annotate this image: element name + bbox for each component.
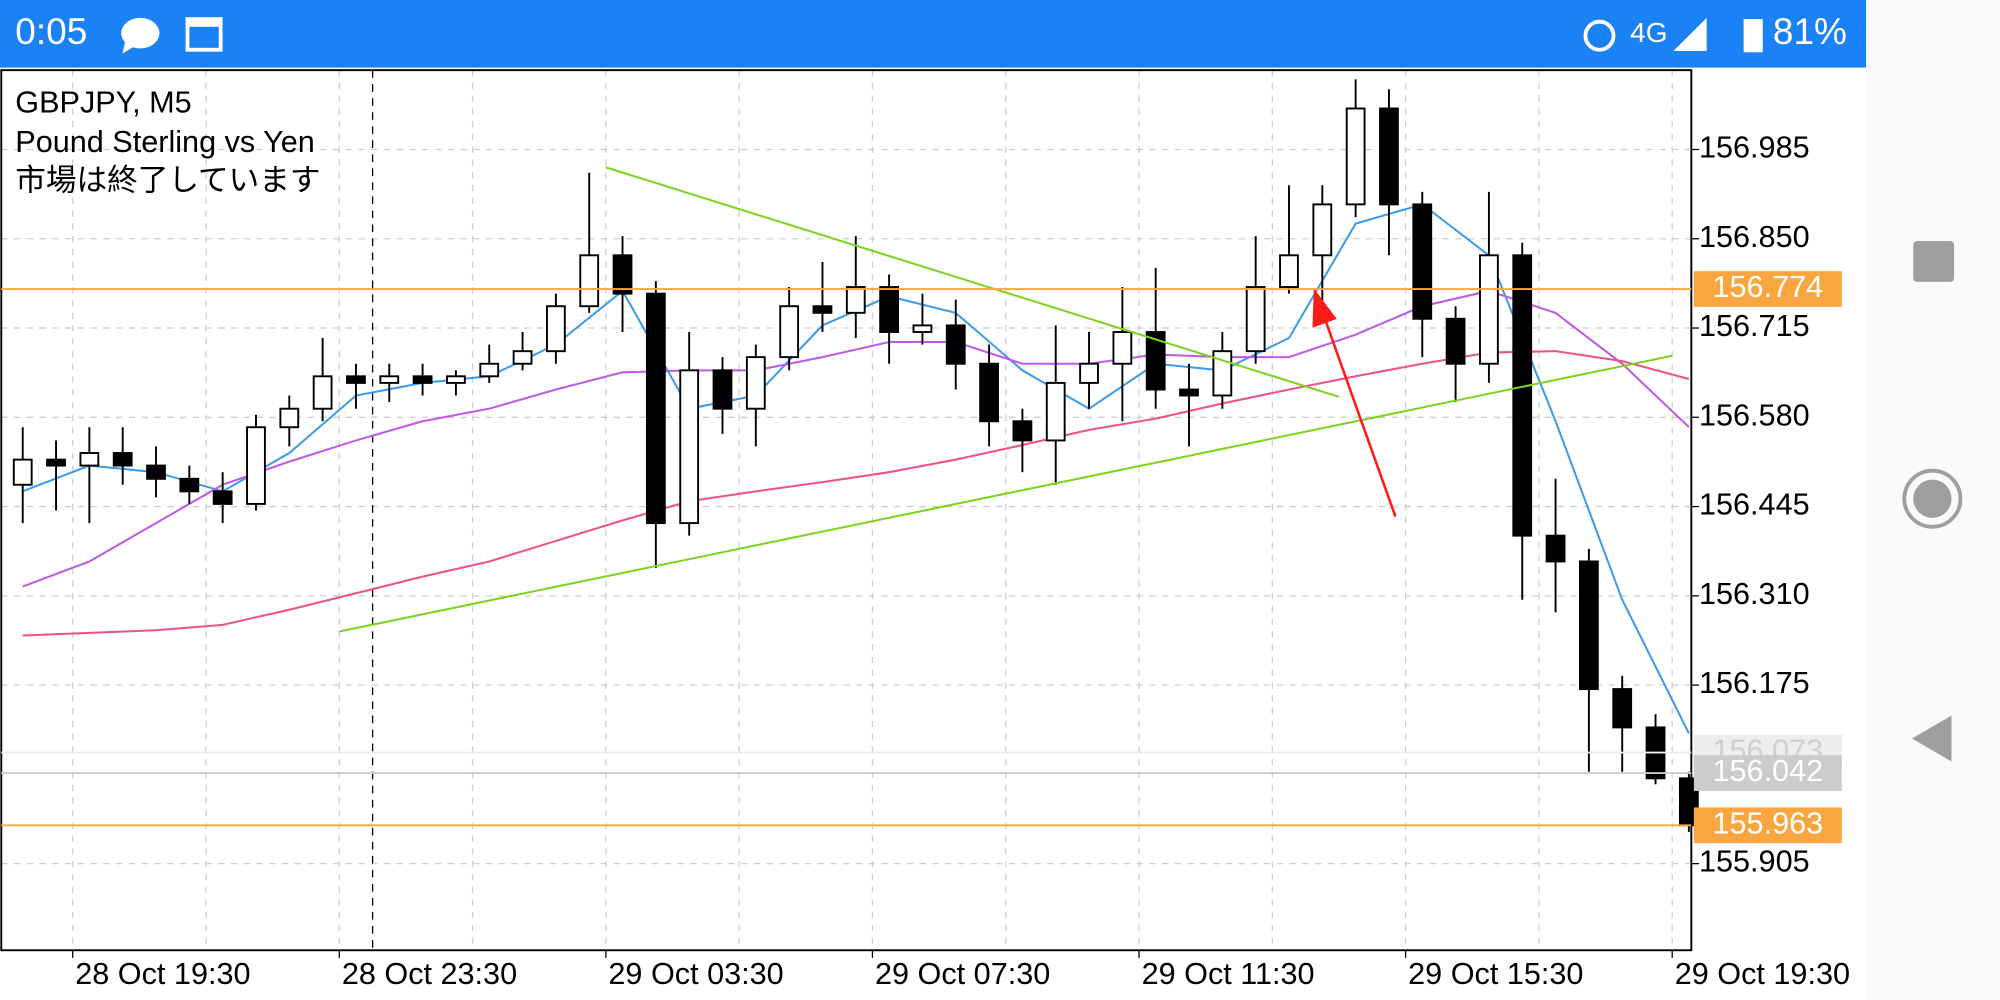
candle-body	[979, 362, 999, 423]
candle-body	[1245, 286, 1266, 353]
candle-body	[812, 305, 833, 314]
calendar-top	[187, 19, 221, 27]
chat-tail	[122, 42, 136, 54]
price-tag	[1693, 807, 1842, 844]
y-tick-label: 156.985	[1699, 131, 1810, 165]
candle-body	[1112, 331, 1133, 365]
y-tick-label: 155.905	[1699, 845, 1810, 879]
back-button[interactable]	[1911, 715, 1952, 762]
candle-body	[845, 286, 866, 314]
candle-body	[46, 458, 66, 467]
candle-body	[1479, 254, 1499, 365]
x-tick-label: 29 Oct 19:30	[1675, 957, 1850, 991]
candle-body	[246, 426, 266, 505]
price-tag	[1693, 755, 1842, 791]
candle-body	[1045, 381, 1066, 442]
y-tick-label: 156.175	[1699, 666, 1810, 700]
candle-body	[112, 452, 133, 467]
candle-body	[545, 305, 566, 353]
status-bar	[0, 0, 1867, 68]
candle-body	[1579, 560, 1599, 691]
home-button[interactable]	[1902, 468, 1963, 529]
recent-apps-button[interactable]	[1913, 241, 1955, 282]
home-button-inner	[1913, 479, 1952, 518]
candle-body	[612, 254, 633, 295]
y-tick-label: 156.580	[1699, 398, 1810, 432]
battery-icon	[1743, 19, 1763, 53]
candle-body	[12, 458, 33, 486]
x-tick-label: 29 Oct 15:30	[1408, 957, 1583, 991]
alarm-icon	[1583, 19, 1616, 52]
x-tick-label: 29 Oct 07:30	[875, 957, 1050, 991]
candle-body	[879, 286, 899, 333]
candle-body	[1612, 688, 1633, 729]
arrow-head	[1312, 288, 1337, 328]
candle-body	[346, 375, 366, 384]
price-tag-label: 156.042	[1713, 754, 1824, 788]
candle-body	[379, 375, 400, 384]
trendline	[339, 354, 1673, 633]
status-icons-left	[121, 17, 223, 54]
x-tick-label: 29 Oct 03:30	[608, 957, 783, 991]
x-tick-label: 29 Oct 11:30	[1142, 957, 1315, 991]
candle-body	[179, 477, 200, 493]
candle-body	[512, 350, 533, 365]
moving-average	[22, 350, 1690, 637]
arrow-shaft	[1322, 315, 1397, 518]
price-tag-label: 156.774	[1713, 270, 1824, 304]
candle-body	[479, 362, 500, 378]
candle-body	[1379, 107, 1399, 206]
candle-body	[1345, 107, 1366, 206]
x-tick-label: 28 Oct 23:30	[342, 957, 517, 991]
candle-body	[1312, 203, 1333, 257]
battery-level: 81%	[1773, 11, 1847, 52]
candle-body	[1179, 388, 1199, 397]
plot-border	[0, 69, 1693, 952]
price-tag-label: 155.963	[1713, 806, 1824, 840]
trendline	[605, 166, 1340, 398]
candle-body	[912, 324, 933, 333]
chart-title: GBPJPY, M5	[15, 86, 191, 120]
candle-body	[1279, 254, 1299, 288]
candle-body	[679, 369, 700, 525]
y-tick-label: 156.850	[1699, 220, 1810, 254]
candle-body	[1512, 254, 1533, 537]
chart: 156.985 156.850 156.715 156.580 156.445 156.3…	[1, 70, 1850, 991]
candle-body	[645, 292, 666, 525]
candle-body	[146, 464, 166, 480]
candle-body	[1012, 420, 1033, 442]
chat-icon	[121, 17, 160, 49]
candle-body	[712, 369, 733, 410]
moving-average	[22, 289, 1690, 588]
candle-body	[1445, 317, 1466, 365]
market-status: 市場は終了しています	[15, 163, 320, 197]
candle-body	[779, 305, 800, 359]
candle-body	[579, 254, 600, 308]
candle-body	[312, 375, 333, 410]
chart-subtitle: Pound Sterling vs Yen	[15, 125, 315, 159]
candle-body	[1145, 331, 1166, 391]
candle-body	[412, 375, 433, 384]
candle-body	[446, 375, 466, 384]
status-time: 0:05	[15, 11, 87, 52]
candle-body	[745, 356, 766, 410]
candle-body	[279, 407, 300, 429]
candle-body	[1079, 362, 1099, 384]
x-tick-label: 28 Oct 19:30	[75, 957, 250, 991]
calendar-icon	[185, 17, 223, 52]
price-tag	[1693, 271, 1842, 307]
candle-body	[212, 490, 233, 505]
arrow-annotation	[1312, 288, 1397, 518]
candle-body	[945, 324, 966, 365]
candle-body	[1412, 203, 1433, 320]
candle-body	[79, 452, 100, 467]
y-tick-label: 156.715	[1699, 309, 1810, 343]
network-type: 4G	[1630, 17, 1667, 48]
candle-body	[1545, 534, 1566, 563]
y-tick-label: 156.445	[1699, 488, 1810, 522]
y-tick-label: 156.310	[1699, 577, 1810, 611]
